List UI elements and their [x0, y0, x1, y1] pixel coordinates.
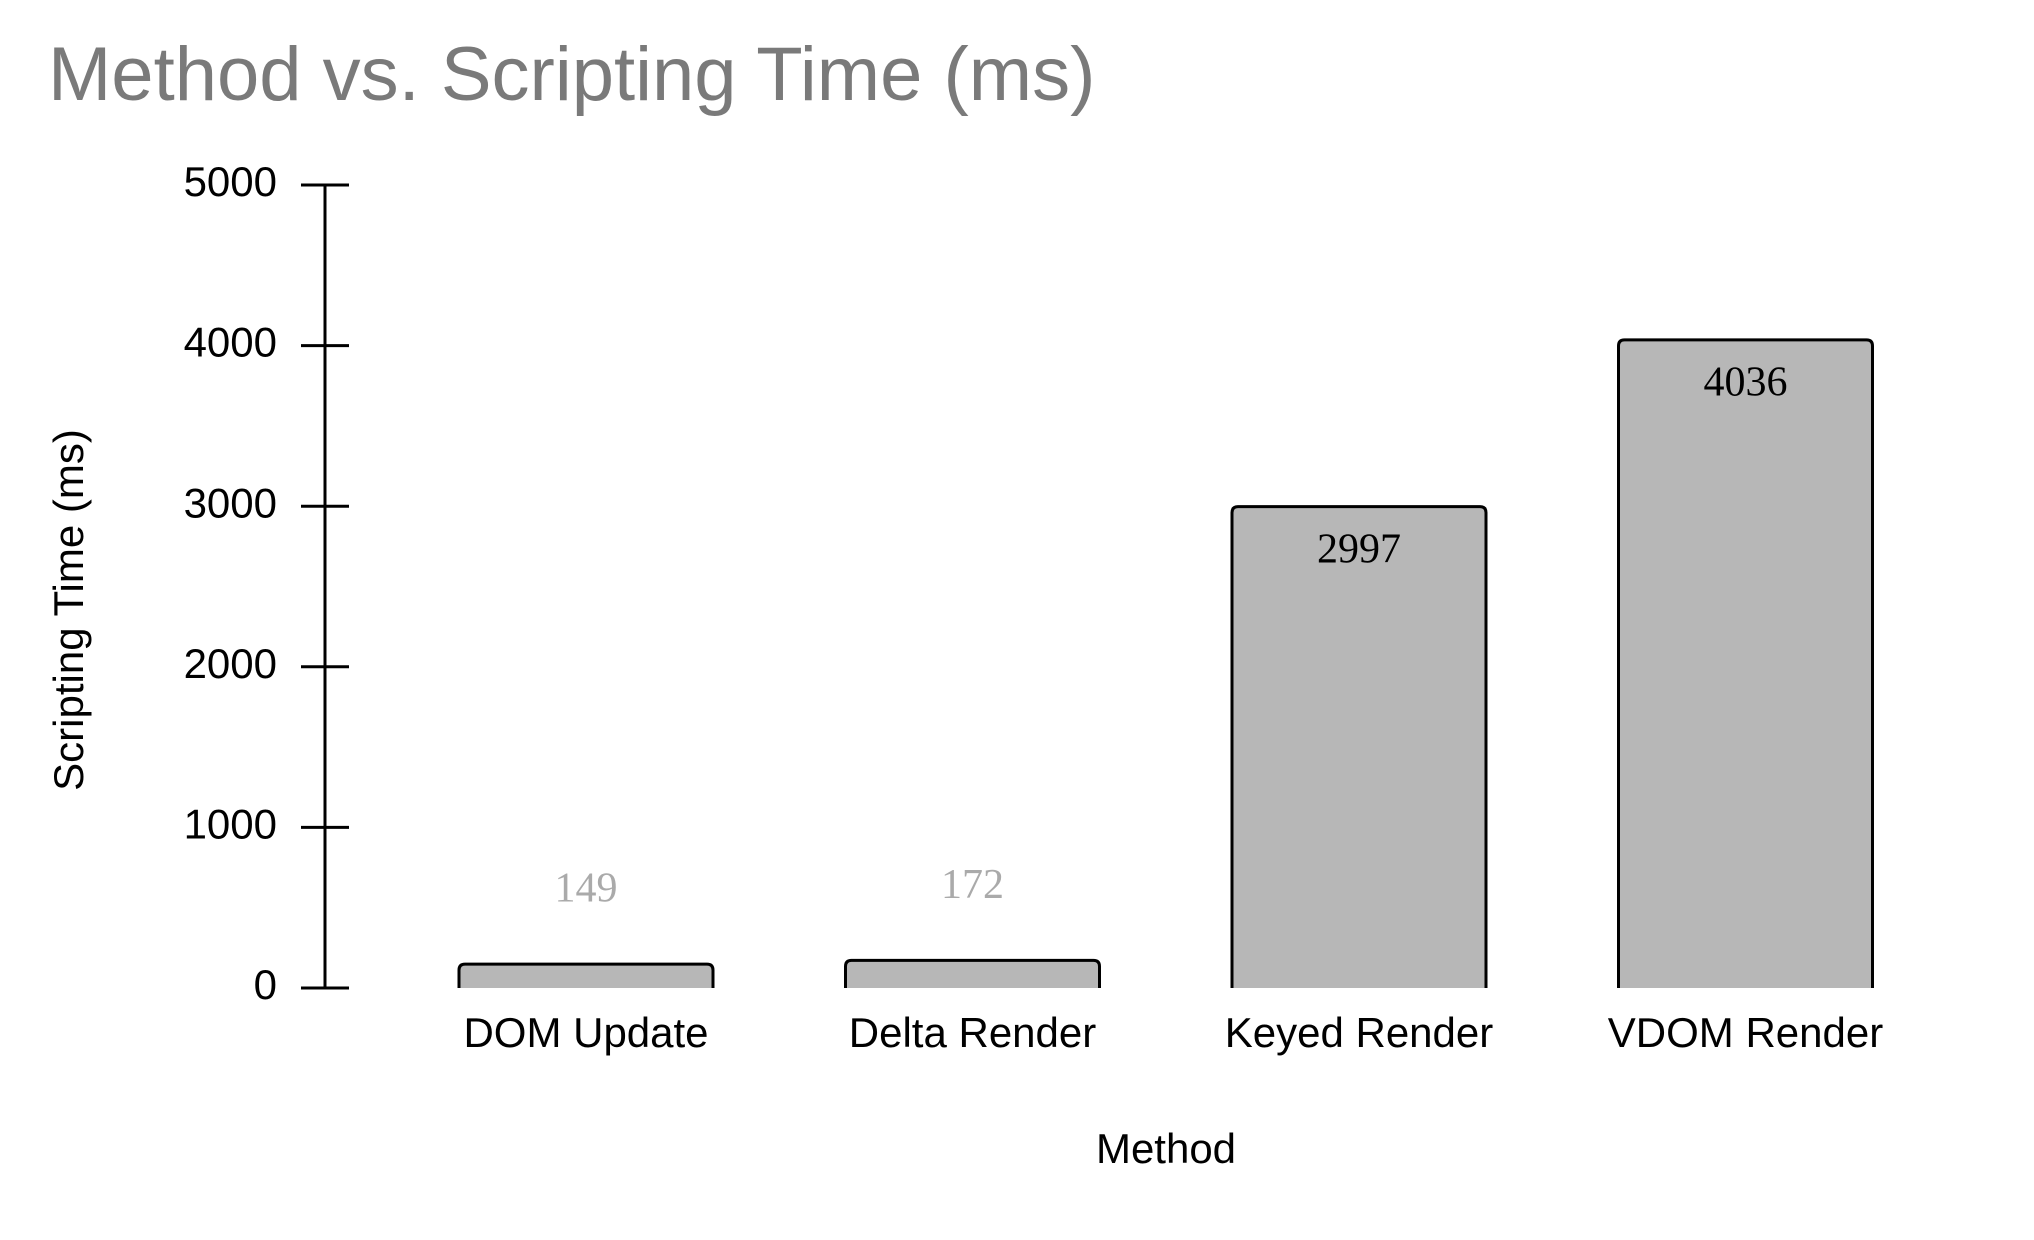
bar [844, 958, 1101, 988]
y-axis-label: Scripting Time (ms) [45, 429, 92, 791]
x-tick-label: Delta Render [849, 1009, 1096, 1056]
y-tick-label: 2000 [184, 640, 277, 687]
x-tick-label: VDOM Render [1608, 1009, 1883, 1056]
y-tick-label: 4000 [184, 319, 277, 366]
value-label: 149 [555, 866, 618, 912]
y-tick-label: 0 [254, 961, 277, 1008]
value-label: 4036 [1704, 359, 1788, 405]
x-tick-label: Keyed Render [1225, 1009, 1494, 1056]
y-tick-label: 3000 [184, 479, 277, 526]
bar [1617, 338, 1874, 988]
chart-title: Method vs. Scripting Time (ms) [48, 32, 1095, 117]
bar [1230, 505, 1488, 988]
value-label: 2997 [1317, 526, 1401, 572]
bar [457, 962, 715, 988]
value-label: 172 [941, 862, 1004, 908]
x-axis-label: Method [1096, 1125, 1236, 1172]
y-tick-label: 5000 [184, 158, 277, 205]
x-tick-label: DOM Update [463, 1009, 708, 1056]
y-tick-label: 1000 [184, 800, 277, 847]
